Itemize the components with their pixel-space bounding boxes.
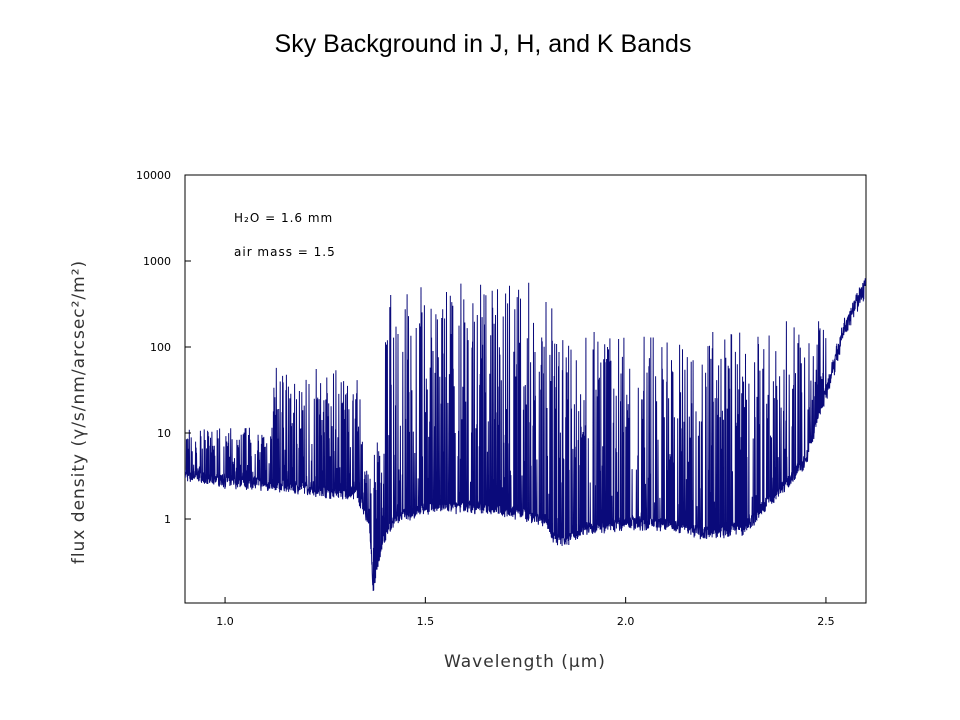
y-tick-label: 10000 <box>136 169 171 182</box>
x-axis-ticks: 1.0 1.5 2.0 2.5 <box>216 597 835 628</box>
x-tick-label: 2.5 <box>817 615 835 628</box>
x-axis-title: Wavelength (μm) <box>444 652 606 672</box>
y-tick-label: 1 <box>164 513 171 526</box>
slide-title: Sky Background in J, H, and K Bands <box>274 30 692 58</box>
annotation-air-mass: air mass = 1.5 <box>234 245 336 259</box>
x-tick-label: 1.0 <box>216 615 234 628</box>
plot-frame <box>184 174 867 604</box>
annotation-h2o: H₂O = 1.6 mm <box>234 211 333 225</box>
y-tick-label: 10 <box>157 427 171 440</box>
y-axis-title: flux density (γ/s/nm/arcsec²/m²) <box>69 260 89 564</box>
y-tick-label: 1000 <box>143 255 171 268</box>
x-tick-label: 1.5 <box>417 615 435 628</box>
y-tick-label: 100 <box>150 341 171 354</box>
spectrum-series-line <box>185 278 866 592</box>
y-axis-ticks: 1 10 100 1000 10000 <box>136 169 191 526</box>
x-tick-label: 2.0 <box>617 615 635 628</box>
